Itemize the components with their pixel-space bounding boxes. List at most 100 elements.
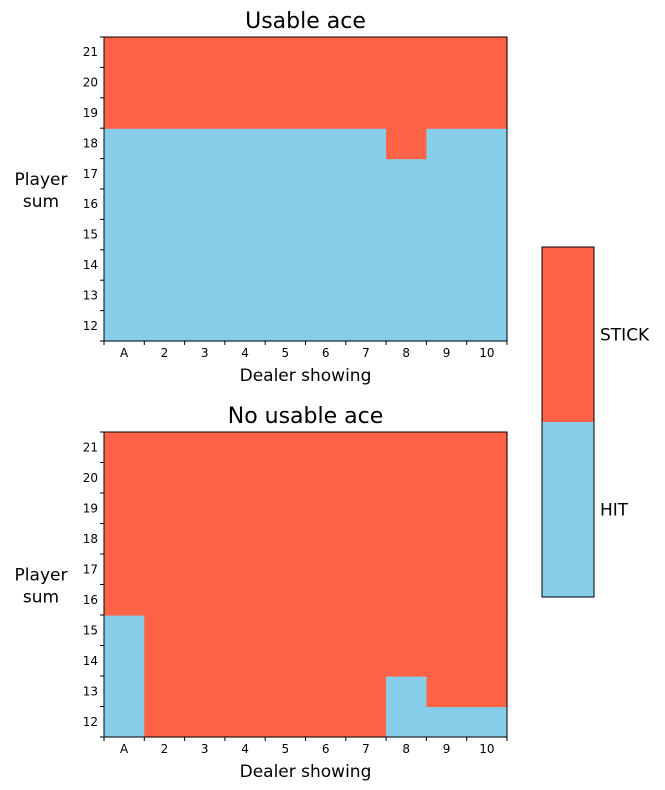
heatmap-cell-5-13-hit [265, 280, 307, 312]
x-tick-label: 6 [322, 742, 330, 756]
heatmap-cell-2-15-hit [144, 219, 186, 251]
heatmap-cell-2-20-stick [144, 67, 186, 99]
x-tick-label: 8 [402, 346, 410, 360]
colorbar-stick-swatch [542, 247, 594, 422]
heatmap-cell-A-20-stick [104, 462, 145, 494]
heatmap-cell-A-18-hit [104, 128, 145, 160]
heatmap-cell-A-12-hit [104, 310, 145, 342]
x-tick-label: 9 [443, 742, 451, 756]
y-axis-label-line2: sum [23, 588, 59, 608]
heatmap-cell-6-19-stick [305, 493, 347, 525]
heatmap-cell-3-17-stick [184, 554, 226, 586]
heatmap-cell-6-12-hit [305, 310, 347, 342]
colorbar: STICK HIT [541, 246, 650, 598]
heatmap-cell-A-13-hit [104, 676, 145, 708]
heatmap-cell-10-12-hit [466, 310, 508, 342]
heatmap-cell-9-15-stick [426, 615, 468, 647]
y-tick-label: 13 [83, 684, 98, 698]
heatmap-cell-10-16-stick [466, 584, 508, 616]
heatmap-cell-6-13-stick [305, 676, 347, 708]
heatmap-cell-A-13-hit [104, 280, 145, 312]
heatmap-cell-8-16-stick [386, 584, 427, 616]
heatmap-cell-7-15-stick [345, 615, 387, 647]
heatmap-cell-8-21-stick [386, 432, 427, 464]
heatmap-cell-5-20-stick [265, 67, 307, 99]
x-tick-label: 2 [161, 742, 169, 756]
heatmap-cell-8-15-hit [386, 219, 427, 251]
heatmap-cell-8-18-stick [386, 128, 427, 160]
heatmap-cell-3-15-stick [184, 615, 226, 647]
x-tick-label: 7 [362, 742, 370, 756]
heatmap-cell-9-17-stick [426, 554, 468, 586]
heatmap-cell-A-17-stick [104, 554, 145, 586]
heatmap-cell-6-14-hit [305, 249, 347, 281]
heatmap-cell-10-13-hit [466, 280, 508, 312]
heatmap-cell-9-12-hit [426, 310, 468, 342]
heatmap-cell-8-16-hit [386, 189, 427, 220]
heatmap-cell-2-14-stick [144, 645, 186, 677]
colorbar-frame [541, 246, 595, 598]
heatmap-cell-9-15-hit [426, 219, 468, 251]
colorbar-label-stick: STICK [600, 326, 650, 346]
heatmap-cell-6-16-stick [305, 584, 347, 616]
heatmap-cell-4-19-stick [224, 97, 266, 129]
heatmap-cell-8-18-stick [386, 523, 427, 555]
heatmap-cell-2-18-stick [144, 523, 186, 555]
heatmap-cell-7-14-stick [345, 645, 387, 677]
y-tick-label: 15 [83, 228, 98, 242]
x-tick-label: 4 [241, 742, 249, 756]
x-tick-label: 10 [479, 742, 494, 756]
heatmap-cell-8-20-stick [386, 462, 427, 494]
y-tick-label: 18 [83, 136, 98, 150]
heatmap-cell-A-21-stick [104, 432, 145, 464]
heatmap-cell-2-19-stick [144, 97, 186, 129]
heatmap-cell-3-16-stick [184, 584, 226, 616]
heatmap-cell-9-21-stick [426, 37, 468, 68]
heatmap-cell-8-17-hit [386, 158, 427, 190]
heatmap-panel-1: Usable ace A 2 3 4 5 6 7 8 9 10 Dealer showing 12 13 1… [15, 9, 508, 386]
heatmap-cell-A-15-hit [104, 219, 145, 251]
heatmap-cell-6-21-stick [305, 37, 347, 68]
heatmap-cell-6-15-hit [305, 219, 347, 251]
heatmap-cell-6-20-stick [305, 67, 347, 99]
heatmap-cell-6-21-stick [305, 432, 347, 464]
colorbar-hit-swatch [542, 422, 594, 597]
heatmap-cell-5-12-hit [265, 310, 307, 342]
heatmap-cell-7-18-stick [345, 523, 387, 555]
heatmap-cell-8-21-stick [386, 37, 427, 68]
heatmap-cell-7-19-stick [345, 97, 387, 129]
heatmap-cell-6-18-stick [305, 523, 347, 555]
heatmap-cell-4-18-stick [224, 523, 266, 555]
y-tick-label: 17 [83, 562, 98, 576]
heatmap-cell-10-13-stick [466, 676, 508, 708]
heatmap-cell-9-21-stick [426, 432, 468, 464]
heatmap-cell-10-15-stick [466, 615, 508, 647]
heatmap-cell-4-13-stick [224, 676, 266, 708]
heatmap-cell-A-16-stick [104, 584, 145, 616]
heatmap-cell-10-20-stick [466, 67, 508, 99]
heatmap-cell-7-14-hit [345, 249, 387, 281]
heatmap-cell-9-18-hit [426, 128, 468, 160]
heatmap-cell-2-18-hit [144, 128, 186, 160]
heatmap-cell-9-19-stick [426, 97, 468, 129]
heatmap-cell-2-13-hit [144, 280, 186, 312]
x-tick-label: 3 [201, 346, 209, 360]
heatmap-cell-7-16-stick [345, 584, 387, 616]
heatmap-cell-5-17-hit [265, 158, 307, 190]
heatmap-cell-3-14-stick [184, 645, 226, 677]
heatmap-cell-2-12-hit [144, 310, 186, 342]
heatmap-cell-A-15-hit [104, 615, 145, 647]
x-tick-label: 7 [362, 346, 370, 360]
heatmap-cell-4-20-stick [224, 462, 266, 494]
heatmap-cell-4-18-hit [224, 128, 266, 160]
heatmap-cell-8-13-hit [386, 280, 427, 312]
heatmap-cell-6-18-hit [305, 128, 347, 160]
heatmap-cell-A-17-hit [104, 158, 145, 190]
heatmap-cell-6-15-stick [305, 615, 347, 647]
heatmap-cell-A-20-stick [104, 67, 145, 99]
heatmap-cell-7-20-stick [345, 67, 387, 99]
heatmap-cell-9-16-hit [426, 189, 468, 220]
y-tick-label: 15 [83, 623, 98, 637]
heatmap-cell-10-14-hit [466, 249, 508, 281]
heatmap-cell-5-18-hit [265, 128, 307, 160]
